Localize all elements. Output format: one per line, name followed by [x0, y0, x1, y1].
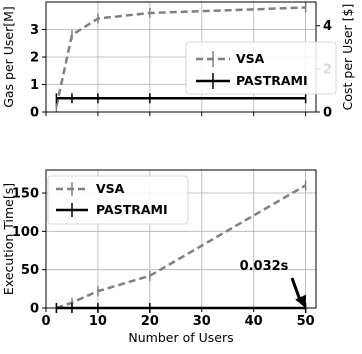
- bottom-ticks: 0 10 20 30 40 50 0 50 100 150: [12, 187, 315, 330]
- top-legend: VSA PASTRAMI: [185, 41, 337, 95]
- y-tick-label: 150: [12, 187, 39, 202]
- annotation-label: 0.032s: [240, 259, 289, 274]
- bottom-plot-frame: [45, 169, 317, 309]
- y-tick-label: 0: [30, 106, 39, 121]
- x-tick-label: 20: [141, 314, 159, 329]
- y-tick-label: 50: [21, 263, 39, 278]
- x-tick-label: 30: [193, 314, 211, 329]
- annotation: 0.032s: [240, 259, 307, 308]
- annotation-arrowhead: [295, 294, 307, 308]
- top-y2-axis-label: Cost per User [$]: [340, 4, 355, 111]
- legend-entry-pastrami: PASTRAMI: [196, 73, 308, 89]
- gas-cost-chart: 0123024 Gas per User[M] Cost per User [$…: [1, 1, 355, 121]
- legend-entry-vsa: VSA: [56, 181, 125, 196]
- y-tick-label: 0: [30, 302, 39, 317]
- legend-entry-vsa: VSA: [196, 51, 265, 67]
- top-series: [55, 2, 307, 112]
- execution-time-chart: 0 10 20 30 40 50 0 50 100 150 Execution Time[s] N…: [1, 169, 317, 345]
- x-tick-label: 0: [41, 314, 50, 329]
- y-tick-label: 2: [30, 51, 39, 66]
- y-tick-label: 100: [12, 225, 39, 240]
- legend-entry-pastrami: PASTRAMI: [56, 202, 168, 217]
- y2-tick-label: 0: [323, 106, 332, 121]
- legend-label-pastrami: PASTRAMI: [236, 73, 308, 88]
- legend-label-vsa: VSA: [236, 51, 265, 66]
- top-y-axis-label: Gas per User[M]: [1, 6, 16, 108]
- legend-label-vsa: VSA: [96, 181, 125, 196]
- annotation-arrow: [290, 277, 302, 300]
- bottom-y-axis-label: Execution Time[s]: [1, 183, 16, 295]
- x-axis-label: Number of Users: [128, 330, 233, 345]
- y-tick-label: 1: [30, 78, 39, 93]
- y-tick-label: 3: [30, 23, 39, 38]
- bottom-legend: VSA PASTRAMI: [47, 175, 189, 225]
- y2-tick-label: 4: [323, 19, 332, 34]
- x-tick-label: 40: [245, 314, 263, 329]
- x-tick-label: 50: [297, 314, 315, 329]
- legend-label-pastrami: PASTRAMI: [96, 202, 168, 217]
- x-tick-label: 10: [89, 314, 107, 329]
